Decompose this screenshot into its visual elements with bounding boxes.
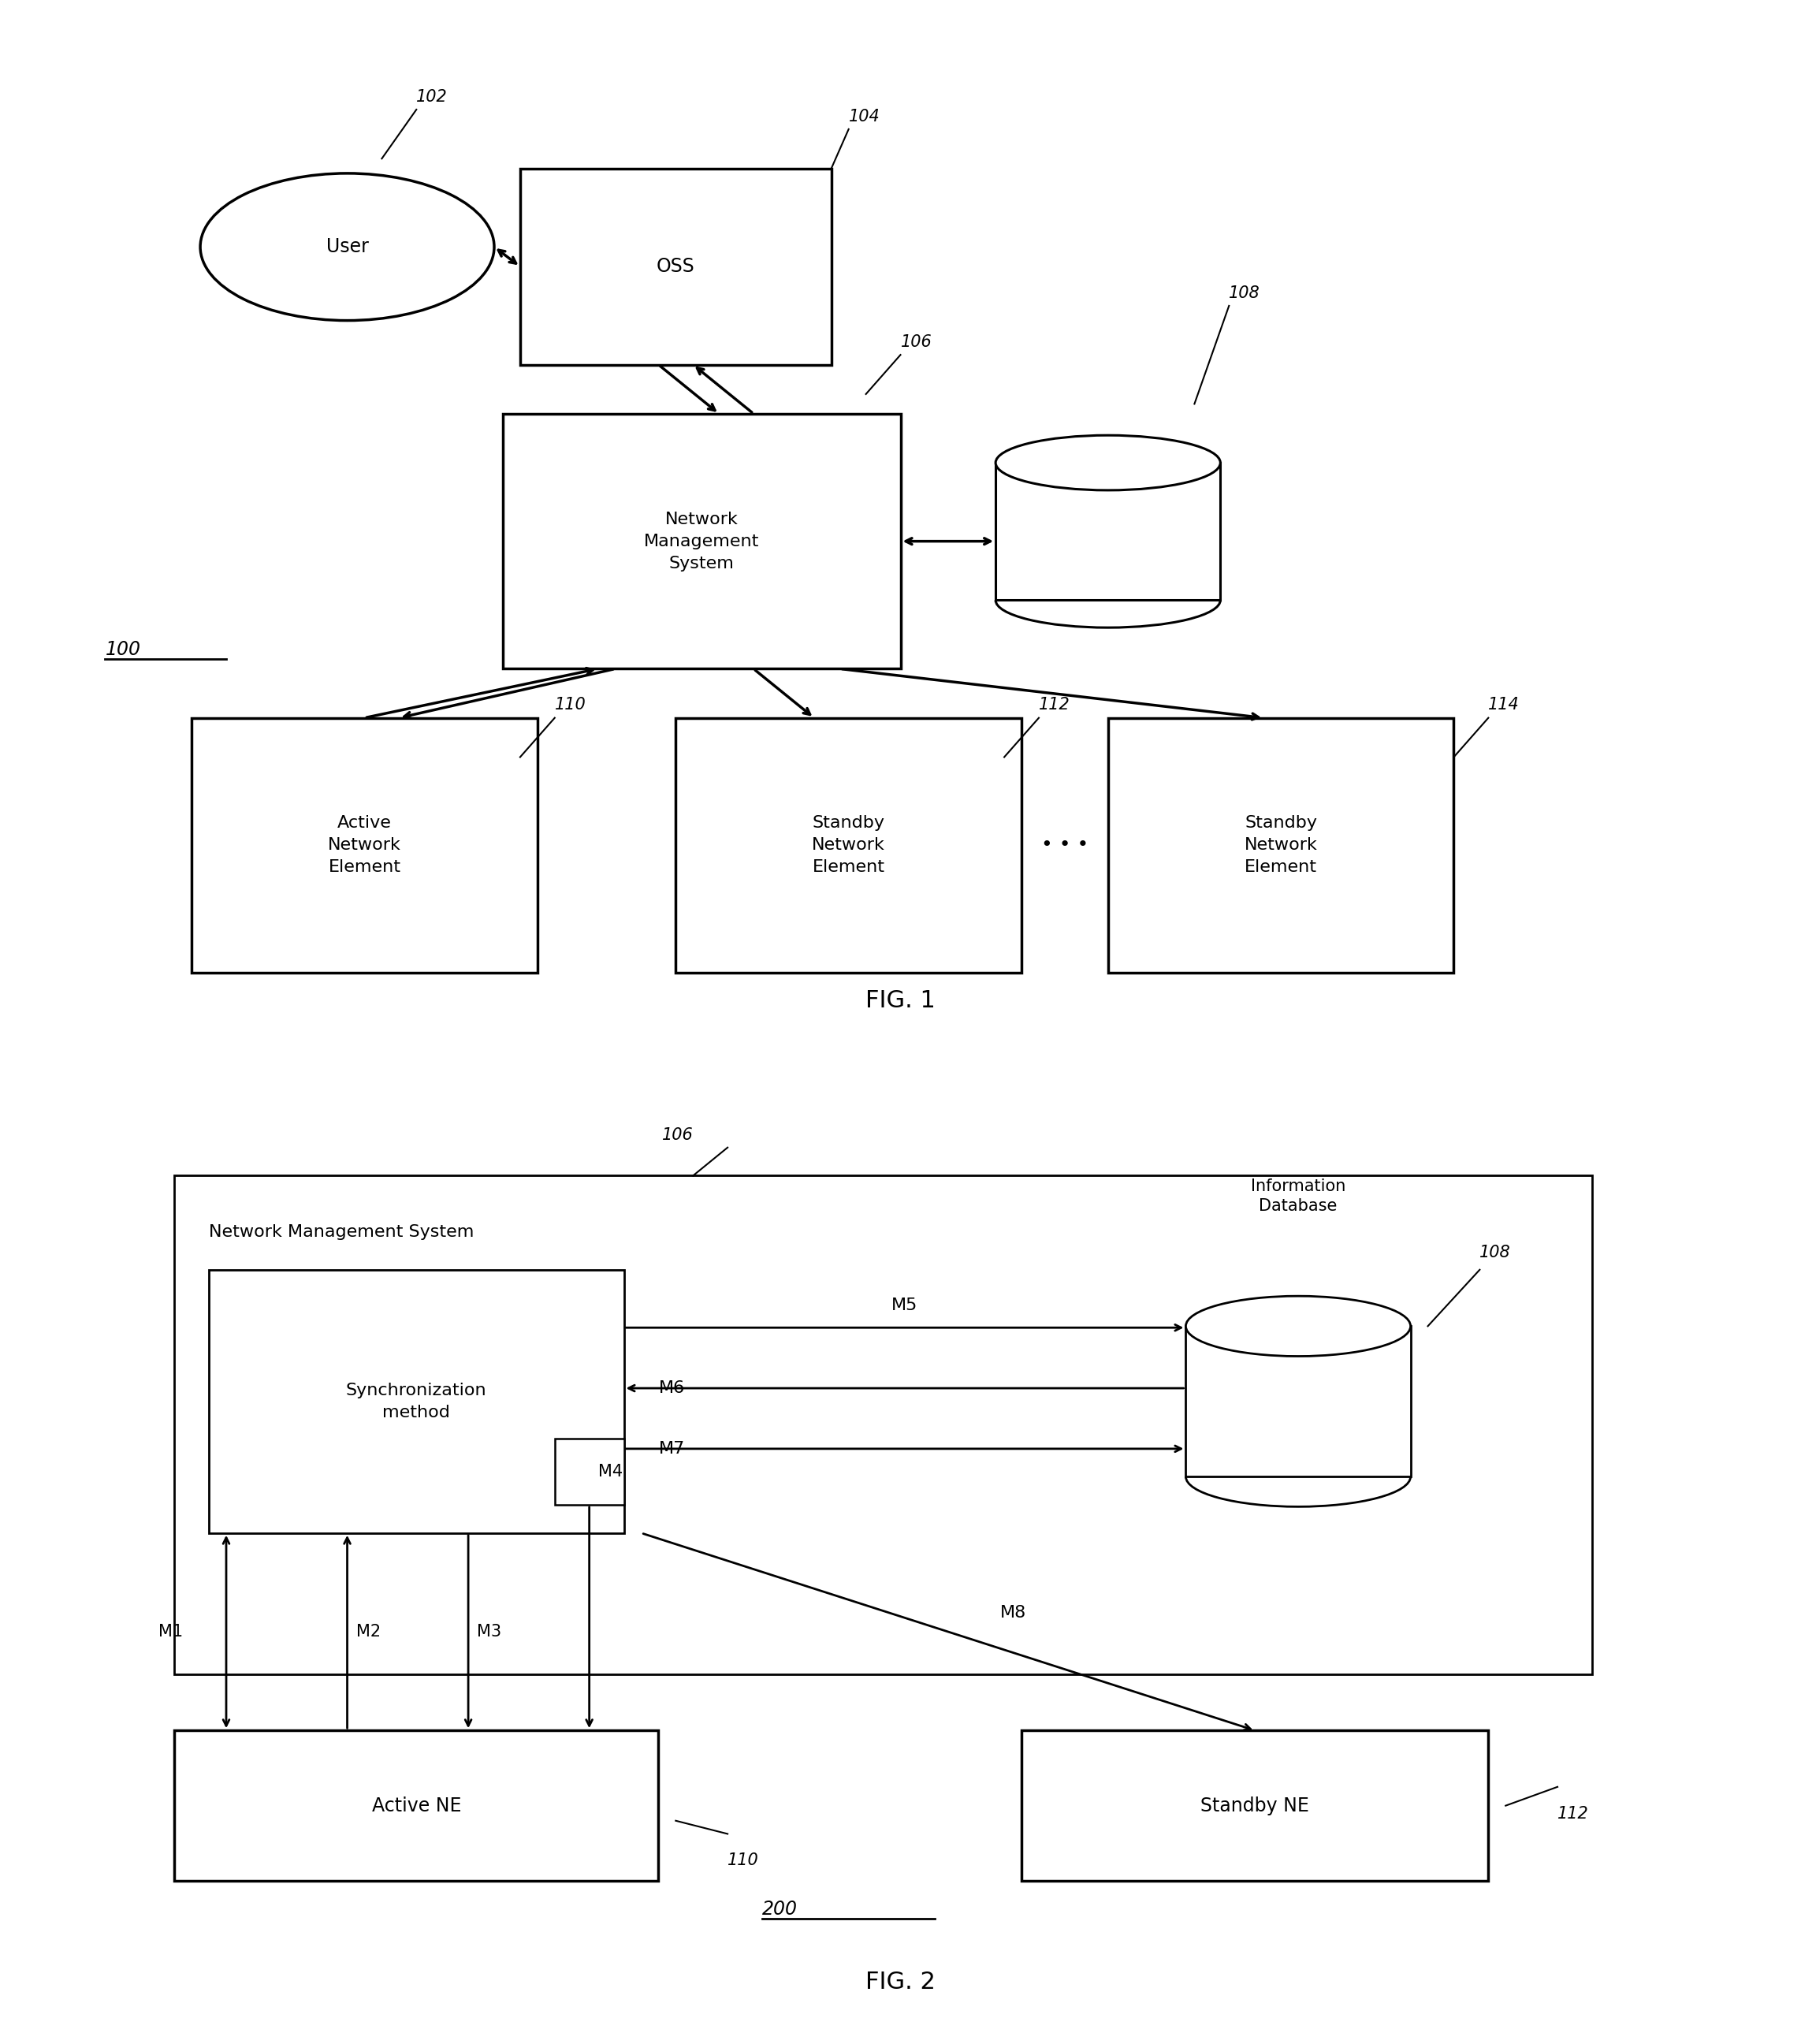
Bar xyxy=(191,717,537,973)
Text: 108: 108 xyxy=(1480,1245,1511,1261)
Text: User: User xyxy=(326,237,369,256)
Text: • • •: • • • xyxy=(1041,836,1088,854)
Text: M5: M5 xyxy=(891,1298,919,1314)
Text: 106: 106 xyxy=(900,333,931,350)
Text: 106: 106 xyxy=(661,1126,693,1143)
Bar xyxy=(675,717,1021,973)
Ellipse shape xyxy=(996,435,1221,491)
Text: 112: 112 xyxy=(1558,1805,1588,1821)
Text: 200: 200 xyxy=(762,1899,798,1919)
Text: 114: 114 xyxy=(1488,697,1520,713)
Bar xyxy=(555,1439,623,1504)
Text: M2: M2 xyxy=(357,1623,380,1639)
Text: Active NE: Active NE xyxy=(371,1797,461,1815)
Text: Network Management System: Network Management System xyxy=(209,1224,474,1241)
Bar xyxy=(209,1269,623,1533)
Text: Network
Management
System: Network Management System xyxy=(645,511,760,570)
Text: M4: M4 xyxy=(598,1464,623,1480)
Bar xyxy=(502,413,900,668)
Bar xyxy=(1021,1731,1488,1880)
Text: 100: 100 xyxy=(104,640,140,658)
Text: 112: 112 xyxy=(1039,697,1070,713)
Text: FIG. 2: FIG. 2 xyxy=(866,1970,935,1993)
Text: M8: M8 xyxy=(1000,1605,1027,1621)
Text: M1: M1 xyxy=(158,1623,184,1639)
Text: M7: M7 xyxy=(659,1441,684,1457)
Text: 102: 102 xyxy=(416,88,448,104)
Text: 110: 110 xyxy=(555,697,585,713)
Bar xyxy=(1108,717,1453,973)
Bar xyxy=(175,1731,659,1880)
Text: 108: 108 xyxy=(1228,284,1261,300)
Text: Synchronization
method: Synchronization method xyxy=(346,1382,486,1421)
Bar xyxy=(520,168,832,364)
Text: M3: M3 xyxy=(477,1623,501,1639)
Ellipse shape xyxy=(200,174,493,321)
Text: Standby NE: Standby NE xyxy=(1201,1797,1309,1815)
Text: Standby
Network
Element: Standby Network Element xyxy=(1244,816,1318,875)
Text: Information
Database: Information Database xyxy=(1250,1179,1345,1214)
Bar xyxy=(996,462,1221,601)
Text: OSS: OSS xyxy=(657,258,695,276)
Text: FIG. 1: FIG. 1 xyxy=(866,989,935,1012)
Text: Standby
Network
Element: Standby Network Element xyxy=(812,816,886,875)
Text: 104: 104 xyxy=(848,108,881,125)
Text: Active
Network
Element: Active Network Element xyxy=(328,816,402,875)
Text: M6: M6 xyxy=(659,1380,684,1396)
Text: 110: 110 xyxy=(728,1852,758,1868)
Ellipse shape xyxy=(1185,1296,1410,1357)
Bar xyxy=(1185,1327,1410,1476)
Bar xyxy=(175,1175,1592,1674)
